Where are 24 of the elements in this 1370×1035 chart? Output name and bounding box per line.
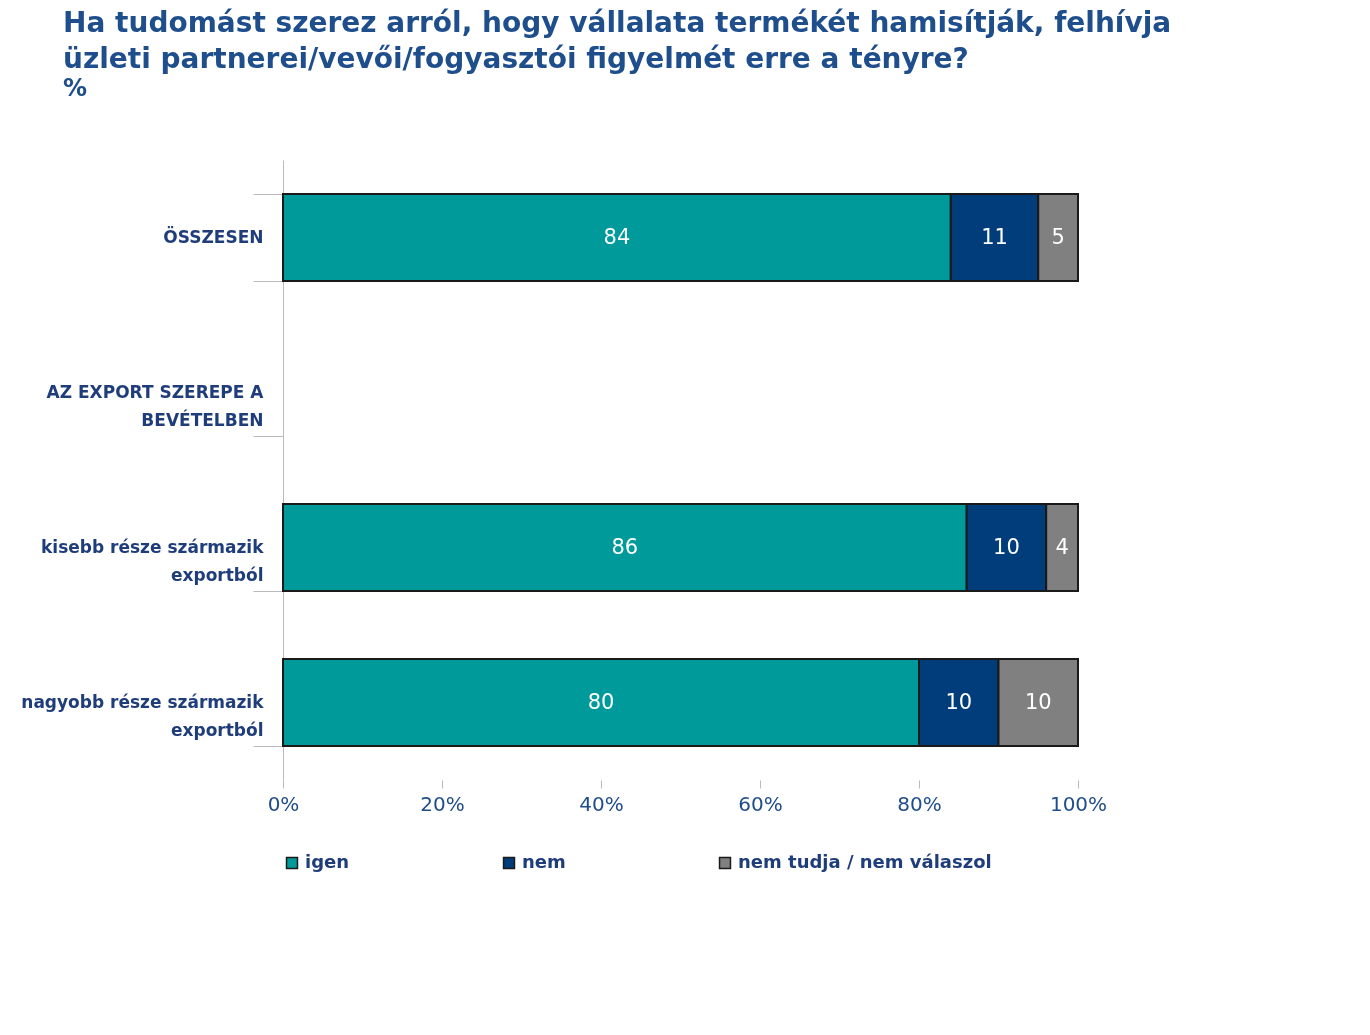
x-tick-label: 40%	[579, 791, 624, 816]
legend-label: igen	[305, 851, 350, 872]
data-label: 80	[587, 689, 615, 714]
y-tick-label: kisebb része származik exportból	[41, 537, 265, 585]
text: %	[63, 74, 88, 102]
chart-title: Ha tudomást szerez arról, hogy vállalata termékét hamisítják, felhívja üzleti partnerei/vevői/fogyasztói figyelmét erre a tényre?	[63, 6, 1172, 75]
data-label: 5	[1051, 224, 1065, 249]
y-tick-label: nagyobb része származik exportból	[21, 692, 265, 740]
legend-label: nem	[522, 851, 566, 872]
y-tick-label: ÖSSZESEN	[163, 226, 264, 247]
data-label: 84	[603, 224, 631, 249]
x-tick-label: 20%	[420, 791, 465, 816]
x-tick-label: 80%	[897, 791, 942, 816]
x-tick-label: 0%	[267, 791, 300, 816]
x-tick-label: 60%	[738, 791, 783, 816]
data-label: 11	[981, 224, 1008, 249]
data-label: 10	[1024, 689, 1052, 714]
data-label: 10	[945, 689, 973, 714]
data-label: 4	[1055, 534, 1069, 559]
data-label: 86	[611, 534, 639, 559]
data-label: 10	[993, 534, 1020, 559]
x-tick-label: 100%	[1049, 791, 1108, 816]
legend-label: nem tudja / nem válaszol	[738, 851, 992, 872]
y-tick-label: AZ EXPORT SZEREPE A BEVÉTELBEN	[46, 382, 265, 430]
